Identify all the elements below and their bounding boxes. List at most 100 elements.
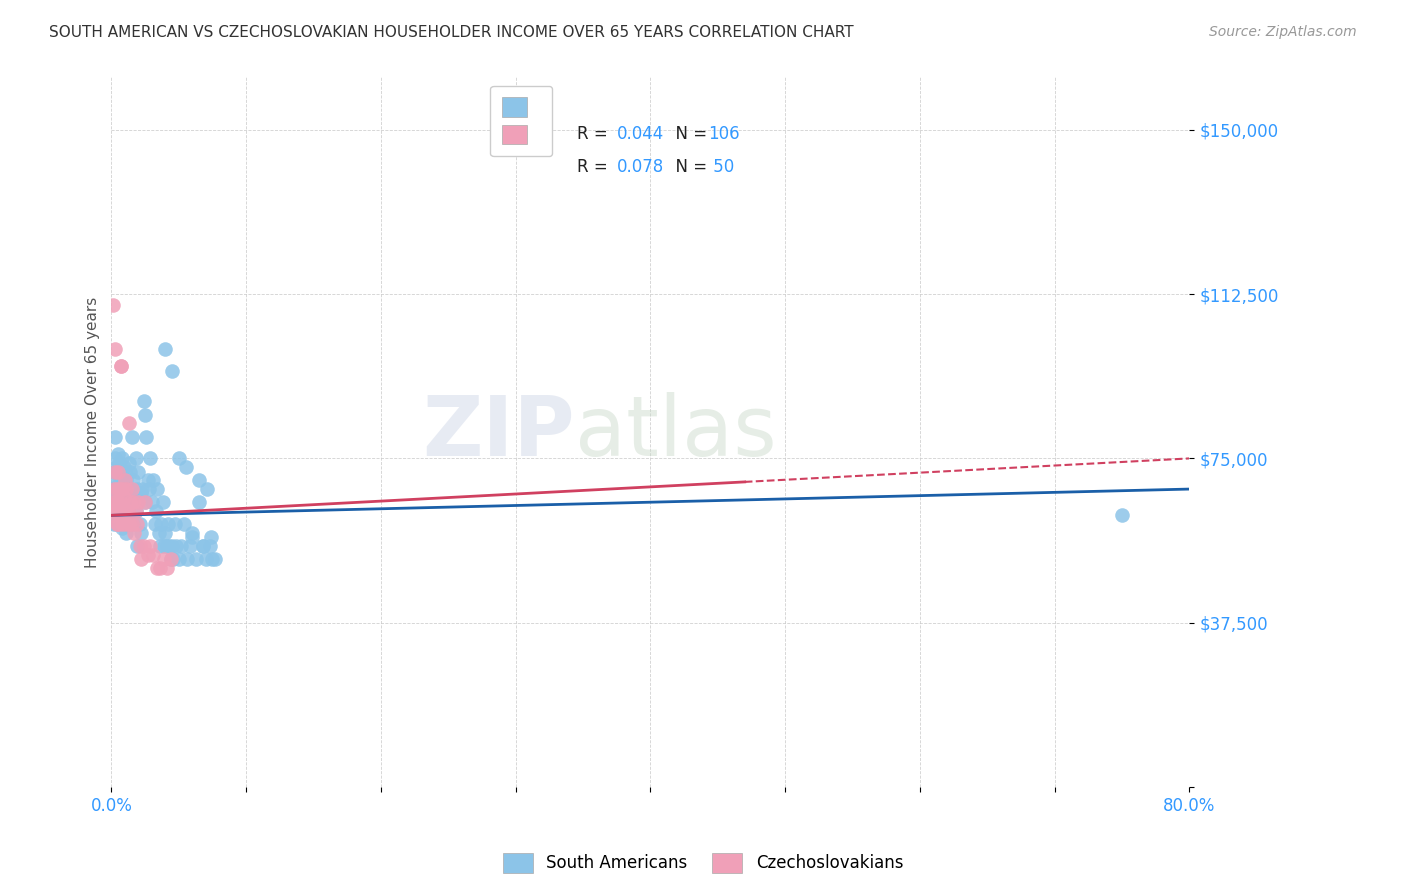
Point <box>104 451 127 466</box>
Text: 0.078: 0.078 <box>617 158 664 176</box>
Point <box>134 408 156 422</box>
Point <box>181 530 204 544</box>
Text: R =: R = <box>578 125 613 144</box>
Text: R =: R = <box>578 158 613 176</box>
Point <box>129 486 152 500</box>
Point <box>188 495 211 509</box>
Point <box>141 495 163 509</box>
Point <box>112 504 135 518</box>
Point <box>162 552 184 566</box>
Point <box>201 552 224 566</box>
Point <box>105 460 128 475</box>
Point <box>139 451 162 466</box>
Point <box>174 460 197 475</box>
Point <box>150 517 173 532</box>
Point <box>155 525 177 540</box>
Point <box>117 504 139 518</box>
Point <box>110 469 132 483</box>
Point <box>104 508 127 523</box>
Point <box>108 456 131 470</box>
Point <box>146 561 169 575</box>
Point <box>149 561 172 575</box>
Text: N =: N = <box>665 158 711 176</box>
Point <box>122 517 145 532</box>
Point <box>115 525 138 540</box>
Point <box>124 525 146 540</box>
Point <box>163 517 186 532</box>
Point <box>103 517 125 532</box>
Point <box>127 495 149 509</box>
Point <box>110 359 132 374</box>
Text: atlas: atlas <box>575 392 776 473</box>
Point <box>111 517 134 532</box>
Point <box>107 447 129 461</box>
Point <box>138 482 160 496</box>
Point <box>132 539 155 553</box>
Point <box>103 495 125 509</box>
Point <box>127 465 149 479</box>
Text: 106: 106 <box>709 125 740 144</box>
Point <box>114 504 136 518</box>
Point <box>107 495 129 509</box>
Legend: South Americans, Czechoslovakians: South Americans, Czechoslovakians <box>496 847 910 880</box>
Point <box>125 517 148 532</box>
Point <box>108 504 131 518</box>
Point <box>101 482 124 496</box>
Point <box>121 517 143 532</box>
Point <box>153 552 176 566</box>
Point <box>142 473 165 487</box>
Point <box>111 451 134 466</box>
Point <box>124 504 146 518</box>
Point <box>118 456 141 470</box>
Point <box>134 495 156 509</box>
Point <box>159 552 181 566</box>
Point <box>105 517 128 532</box>
Point <box>114 482 136 496</box>
Point <box>135 429 157 443</box>
Point <box>114 473 136 487</box>
Text: ZIP: ZIP <box>422 392 575 473</box>
Text: N =: N = <box>665 125 711 144</box>
Point <box>112 473 135 487</box>
Point <box>122 473 145 487</box>
Point <box>124 486 146 500</box>
Point <box>188 473 211 487</box>
Point <box>117 504 139 518</box>
Point <box>108 517 131 532</box>
Point <box>153 539 176 553</box>
Point <box>148 525 170 540</box>
Point <box>160 364 183 378</box>
Point <box>165 539 187 553</box>
Point <box>170 539 193 553</box>
Point <box>115 495 138 509</box>
Point <box>108 495 131 509</box>
Legend: , : , <box>491 86 553 156</box>
Point <box>159 552 181 566</box>
Point <box>105 495 128 509</box>
Point <box>136 473 159 487</box>
Text: 50: 50 <box>709 158 734 176</box>
Point <box>104 465 127 479</box>
Point <box>124 451 146 466</box>
Point <box>136 548 159 562</box>
Point <box>194 552 217 566</box>
Point <box>121 482 143 496</box>
Point <box>104 473 127 487</box>
Point <box>101 504 124 518</box>
Point <box>155 342 177 356</box>
Point <box>200 530 222 544</box>
Point <box>181 525 204 540</box>
Point <box>103 495 125 509</box>
Point <box>101 298 124 312</box>
Point <box>114 517 136 532</box>
Point <box>101 504 124 518</box>
Point <box>115 482 138 496</box>
Point <box>176 552 198 566</box>
Point <box>107 504 129 518</box>
Point <box>105 482 128 496</box>
Point <box>142 548 165 562</box>
Point <box>104 342 127 356</box>
Point <box>120 482 142 496</box>
Point <box>107 517 129 532</box>
Point <box>107 465 129 479</box>
